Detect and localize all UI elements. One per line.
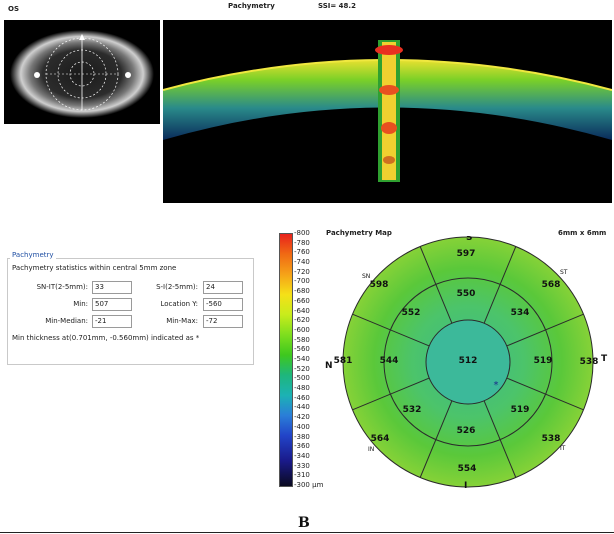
map-middle-ring [383, 277, 553, 447]
color-bar-tick-label: -640 [294, 306, 310, 315]
sector-label-it: IT [560, 445, 566, 452]
color-bar-tick-label: -310 [294, 471, 310, 480]
s-i-label: S-I(2-5mm): [156, 283, 198, 291]
color-bar-tick-label: -580 [294, 335, 310, 344]
color-bar-tick-label: -440 [294, 403, 310, 412]
map-title: Pachymetry Map [326, 229, 392, 237]
outer-st-value: 568 [542, 280, 561, 290]
outer-t-value: 538 [580, 357, 599, 367]
min-max-label: Min-Max: [166, 317, 198, 325]
color-bar-tick-label: -800 [294, 229, 310, 237]
color-bar-tick-label: -420 [294, 413, 310, 422]
color-bar-tick-label: -340 [294, 451, 310, 460]
outer-sn-value: 598 [370, 280, 389, 290]
outer-n-value: 581 [334, 356, 353, 366]
map-size: 6mm x 6mm [558, 229, 607, 237]
outer-in-value: 564 [371, 434, 390, 444]
color-bar-tick-label: -600 [294, 325, 310, 334]
min-max-value: -72 [203, 315, 243, 328]
figure-label: B [298, 515, 310, 531]
sector-dividers [352, 246, 584, 478]
color-bar-tick-label: -720 [294, 267, 310, 276]
panel-legend: Pachymetry [10, 251, 56, 259]
direction-nasal: N [325, 361, 333, 371]
color-bar-tick-label: -760 [294, 248, 310, 257]
color-bar-tick-label: -680 [294, 287, 310, 296]
inner-i-value: 526 [457, 426, 476, 436]
direction-superior: S [466, 236, 472, 243]
color-bar-tick-label: -460 [294, 393, 310, 402]
color-bar-tick-label: -520 [294, 364, 310, 373]
color-bar-tick-label: -380 [294, 432, 310, 441]
center-value: 512 [459, 356, 478, 366]
bottom-divider [0, 532, 614, 533]
min-label: Min: [73, 300, 88, 308]
inner-n-value: 544 [380, 356, 399, 366]
min-value: 507 [92, 298, 132, 311]
color-bar-tick-label: -360 [294, 442, 310, 451]
inner-s-value: 550 [457, 289, 476, 299]
inner-it-value: 519 [511, 405, 530, 415]
sn-it-value: 33 [92, 281, 132, 294]
color-bar-ticks: -800 -780 -760 -740 -720 -700 -680 -660 -640 -620… [294, 229, 324, 491]
color-bar-tick-label: -560 [294, 345, 310, 354]
oct-cross-section-image [163, 20, 612, 203]
min-median-value: -21 [92, 315, 132, 328]
sector-label-sn: SN [362, 273, 370, 280]
color-bar-tick-label: -740 [294, 258, 310, 267]
thickness-color-bar [279, 233, 293, 487]
inner-t-value: 519 [534, 356, 553, 366]
ssi-value: SSI= 48.2 [318, 2, 356, 10]
min-thickness-note: Min thickness at(0.701mm, -0.560mm) indi… [12, 334, 200, 342]
panel-subtitle: Pachymetry statistics within central 5mm… [12, 264, 177, 272]
sn-it-label: SN-IT(2-5mm): [36, 283, 88, 291]
outer-s-value: 597 [457, 249, 476, 259]
s-i-value: 24 [203, 281, 243, 294]
sector-label-in: IN [368, 446, 374, 453]
location-y-value: -560 [203, 298, 243, 311]
color-bar-tick-label: -480 [294, 384, 310, 393]
color-bar-tick-label: -330 [294, 461, 310, 470]
min-thickness-marker: * [494, 380, 499, 391]
scan-title: Pachymetry [228, 2, 275, 10]
outer-it-value: 538 [542, 434, 561, 444]
map-center-zone [425, 319, 511, 405]
color-bar-tick-label: -540 [294, 355, 310, 363]
eye-label: OS [8, 5, 19, 13]
color-bar-tick-label: -300 µm [294, 481, 324, 489]
direction-temporal: T [601, 354, 608, 364]
color-bar-tick-label: -780 [294, 238, 310, 247]
sector-label-st: ST [560, 269, 568, 276]
inner-sn-value: 552 [402, 308, 421, 318]
iris-image [4, 20, 160, 124]
color-bar-tick-label: -700 [294, 277, 310, 286]
inner-in-value: 532 [403, 405, 422, 415]
color-bar-tick-label: -500 [294, 374, 310, 383]
outer-i-value: 554 [458, 464, 477, 474]
color-bar-tick-label: -400 [294, 422, 310, 431]
color-bar-tick-label: -620 [294, 316, 310, 325]
inner-st-value: 534 [511, 308, 530, 318]
color-bar-tick-label: -660 [294, 296, 310, 305]
pachymetry-stats-panel [7, 258, 254, 365]
min-median-label: Min-Median: [45, 317, 88, 325]
direction-inferior: I [464, 481, 467, 490]
location-y-label: Location Y: [160, 300, 198, 308]
pachymetry-map: S I N T SN ST IN IT 597 568 538 538 554 … [325, 236, 608, 490]
